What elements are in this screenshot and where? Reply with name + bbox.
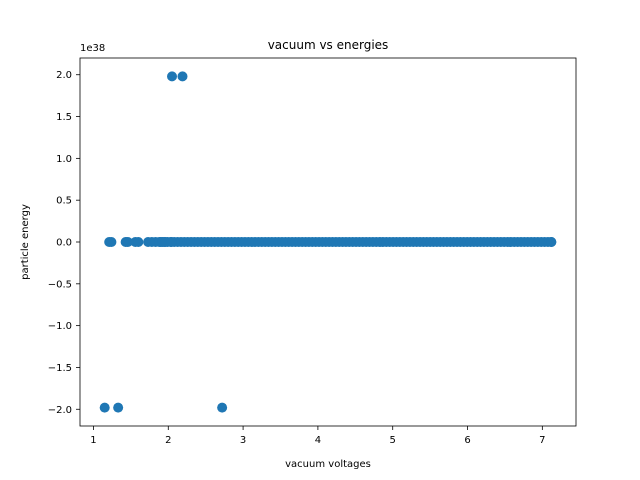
x-tick-label: 1 xyxy=(90,435,96,446)
data-point xyxy=(167,71,178,82)
y-tick-label: 0.5 xyxy=(56,196,72,207)
data-points xyxy=(99,71,557,413)
data-point xyxy=(177,71,188,82)
x-axis-label: vacuum voltages xyxy=(285,459,371,470)
data-point xyxy=(133,237,144,247)
y-tick-label: 2.0 xyxy=(56,70,72,81)
y-axis-label: particle energy xyxy=(20,204,31,280)
y-tick-label: −0.5 xyxy=(48,279,72,290)
x-tick-label: 2 xyxy=(165,435,171,446)
y-tick-label: −2.0 xyxy=(48,405,72,416)
y-tick-label: 1.5 xyxy=(56,112,72,123)
data-point xyxy=(166,237,177,247)
chart-title: vacuum vs energies xyxy=(268,38,389,52)
y-tick-label: −1.0 xyxy=(48,321,72,332)
data-point xyxy=(546,237,557,247)
x-tick-label: 5 xyxy=(390,435,396,446)
x-tick-label: 4 xyxy=(315,435,321,446)
y-tick-label: −1.5 xyxy=(48,363,72,374)
x-tick-label: 7 xyxy=(539,435,545,446)
x-tick-label: 6 xyxy=(464,435,470,446)
y-tick-label: 1.0 xyxy=(56,154,72,165)
y-tick-label: 0.0 xyxy=(56,238,72,249)
data-point xyxy=(106,237,117,247)
x-axis: 1 2 3 4 5 6 7 xyxy=(90,426,546,446)
data-point xyxy=(217,402,228,413)
data-point xyxy=(113,402,124,413)
data-point xyxy=(122,237,133,247)
data-point xyxy=(99,402,110,413)
y-offset-label: 1e38 xyxy=(80,43,105,54)
y-axis: 2.0 1.5 1.0 0.5 0.0 −0.5 −1.0 −1.5 −2.0 xyxy=(48,70,80,416)
x-tick-label: 3 xyxy=(240,435,246,446)
